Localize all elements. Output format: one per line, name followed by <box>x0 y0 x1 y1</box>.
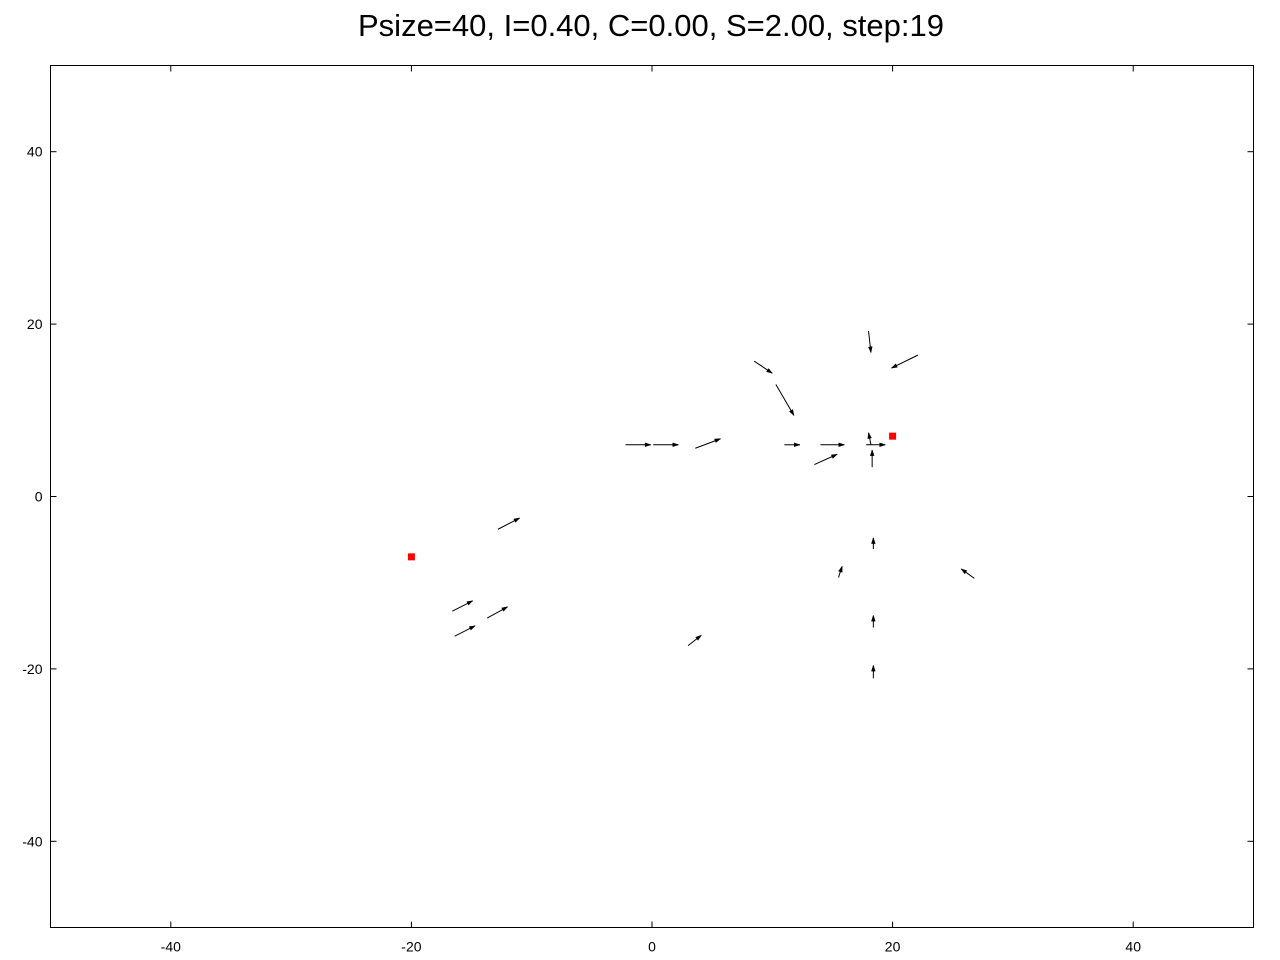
agent-arrows <box>452 330 975 679</box>
agent-arrow <box>452 600 474 612</box>
y-tick-label: -20 <box>22 661 42 677</box>
target-marker <box>407 553 415 561</box>
agent-arrow <box>497 517 521 530</box>
agent-arrow <box>775 384 795 417</box>
target-marker <box>889 432 897 440</box>
x-axis-tick-labels: -40 -20 0 20 40 <box>161 939 1142 955</box>
agent-arrow <box>653 442 680 448</box>
axis-ticks <box>50 65 1254 928</box>
agent-arrow <box>871 537 876 550</box>
agent-arrow <box>695 438 722 449</box>
agent-arrow <box>814 453 838 466</box>
agent-arrow <box>784 442 801 448</box>
y-tick-label: 0 <box>35 489 43 505</box>
agent-arrow <box>869 449 875 468</box>
x-tick-label: -20 <box>401 939 421 955</box>
plot-frame <box>50 65 1254 928</box>
y-tick-label: 20 <box>27 316 43 332</box>
agent-arrow <box>687 634 702 647</box>
y-axis-tick-labels: -40 -20 0 20 40 <box>22 144 42 850</box>
agent-arrow <box>960 568 975 579</box>
x-tick-label: 20 <box>885 939 901 955</box>
x-tick-label: 0 <box>648 939 656 955</box>
chart-title: Psize=40, I=0.40, C=0.00, S=2.00, step:1… <box>358 8 944 43</box>
agent-arrow <box>820 442 846 448</box>
y-tick-label: 40 <box>27 144 43 160</box>
agent-arrow <box>867 431 872 445</box>
x-tick-label: 40 <box>1125 939 1141 955</box>
target-markers <box>407 432 897 561</box>
y-tick-label: -40 <box>22 833 42 849</box>
agent-arrow <box>890 354 919 369</box>
x-tick-label: -40 <box>161 939 181 955</box>
agent-arrow <box>868 330 873 354</box>
agent-arrow <box>753 360 773 374</box>
agent-arrow <box>625 442 652 448</box>
agent-arrow <box>486 606 509 619</box>
agent-arrow <box>866 442 887 448</box>
agent-arrow <box>837 565 843 578</box>
agent-arrow <box>454 625 476 637</box>
agent-arrow <box>871 664 876 679</box>
agent-arrow <box>871 614 876 628</box>
